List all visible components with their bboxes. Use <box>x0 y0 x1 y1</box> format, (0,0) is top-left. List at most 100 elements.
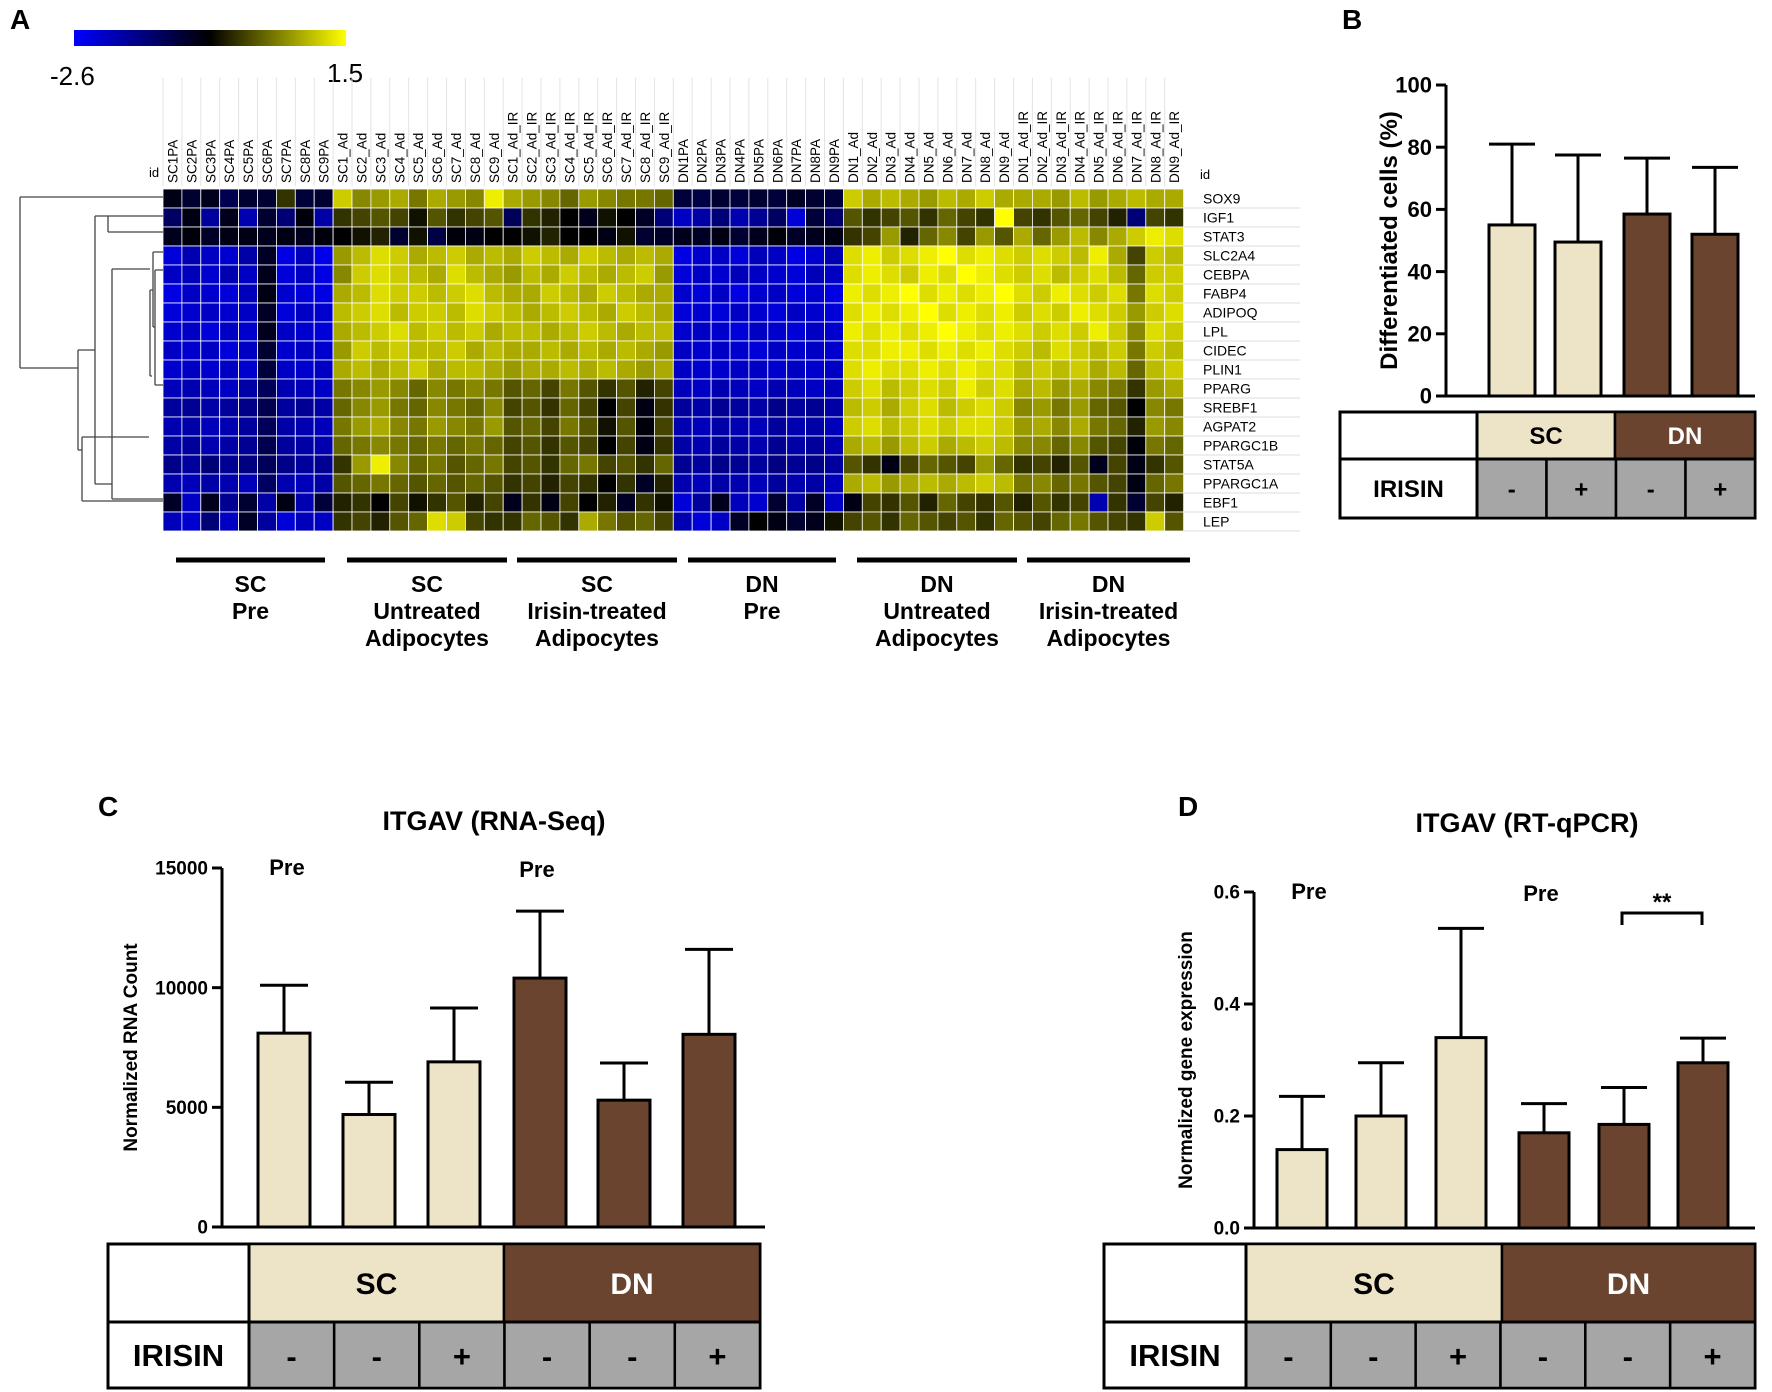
heatmap-cell-agpat2-sc8_ad <box>464 416 485 437</box>
heatmap-cell-fabp4-sc8_ad_ir <box>635 283 655 304</box>
heatmap-cell-fabp4-sc8pa <box>294 283 315 304</box>
heatmap-column-label: DN4_Ad <box>903 132 918 183</box>
heatmap-column-label: DN7_Ad <box>959 132 974 183</box>
heatmap-cell-cebpa-sc1_ad <box>332 264 353 285</box>
heatmap-cell-igf1-sc3_ad <box>370 207 391 228</box>
heatmap-cell-ppargc1a-dn5pa <box>748 473 769 494</box>
heatmap-row-label: PLIN1 <box>1203 362 1242 378</box>
heatmap-cell-lep-sc3pa <box>200 511 221 532</box>
heatmap-cell-stat5a-dn1_ad_ir <box>1013 454 1033 475</box>
heatmap-cell-ppargc1a-sc1pa <box>162 473 183 494</box>
heatmap-cell-lep-dn1pa <box>672 511 693 532</box>
heatmap-cell-lep-dn4pa <box>729 511 750 532</box>
heatmap-cell-sox9-dn5pa <box>748 188 769 209</box>
heatmap-cell-ppargc1a-sc6_ad_ir <box>597 473 618 494</box>
heatmap-cell-igf1-dn7_ad <box>956 207 977 228</box>
heatmap-cell-cebpa-dn6_ad <box>937 264 958 285</box>
heatmap-row-label: STAT3 <box>1203 229 1245 245</box>
heatmap-cell-cidec-dn2pa <box>691 340 712 361</box>
heatmap-cell-stat5a-sc6_ad <box>427 454 447 475</box>
heatmap-cell-pparg-sc3_ad <box>370 378 391 399</box>
panel-label-c: C <box>98 791 118 822</box>
heatmap-column-label: SC4_Ad_IR <box>562 111 577 183</box>
heatmap-cell-srebf1-dn6_ad <box>937 397 958 418</box>
table-irisin-sign: + <box>453 1339 471 1374</box>
table-irisin-sign: - <box>1368 1339 1378 1374</box>
heatmap-cell-lpl-dn5_ad <box>918 321 939 342</box>
heatmap-cell-slc2a4-dn8_ad_ir <box>1145 245 1166 266</box>
heatmap-cell-cebpa-sc6_ad_ir <box>597 264 618 285</box>
heatmap-cell-pparg-sc4_ad <box>389 378 410 399</box>
heatmap-cell-igf1-dn6_ad_ir <box>1107 207 1128 228</box>
heatmap-cell-adipoq-dn2pa <box>691 302 712 323</box>
heatmap-cell-sox9-sc8pa <box>294 188 315 209</box>
heatmap-column-label: DN1PA <box>676 139 691 183</box>
heatmap-column-label: DN8_Ad <box>978 132 993 183</box>
heatmap-cell-cidec-dn1pa <box>672 340 693 361</box>
heatmap-cell-ppargc1b-sc4_ad <box>389 435 410 456</box>
heatmap-column-label: DN5_Ad <box>921 132 936 183</box>
heatmap-cell-slc2a4-sc5pa <box>238 245 258 266</box>
heatmap-cell-slc2a4-sc8pa <box>294 245 315 266</box>
heatmap-cell-stat3-sc9_ad_ir <box>654 226 674 247</box>
heatmap-cell-cidec-sc5_ad <box>408 340 429 361</box>
heatmap-cell-srebf1-sc5pa <box>238 397 258 418</box>
heatmap-column-label: SC6_Ad_IR <box>600 111 615 183</box>
heatmap-cell-adipoq-dn1_ad <box>843 302 863 323</box>
heatmap-cell-lpl-sc5_ad <box>408 321 429 342</box>
heatmap-cell-sox9-sc3_ad_ir <box>540 188 561 209</box>
heatmap-cell-ebf1-dn7_ad <box>956 492 977 513</box>
heatmap-cell-ppargc1b-dn8_ad <box>975 435 996 456</box>
heatmap-cell-slc2a4-sc7_ad_ir <box>616 245 636 266</box>
heatmap-cell-lep-sc8pa <box>294 511 315 532</box>
heatmap-cell-sox9-sc1_ad_ir <box>502 188 523 209</box>
heatmap-cell-stat5a-sc6_ad_ir <box>597 454 618 475</box>
heatmap-cell-sox9-dn2pa <box>691 188 712 209</box>
heatmap-cell-plin1-dn4pa <box>729 359 750 380</box>
heatmap-row-label: AGPAT2 <box>1203 419 1256 435</box>
heatmap-cell-agpat2-sc3_ad_ir <box>540 416 561 437</box>
heatmap-cell-ppargc1a-dn4_ad <box>899 473 920 494</box>
heatmap-cell-lpl-sc1_ad_ir <box>502 321 523 342</box>
heatmap-cell-plin1-dn1_ad_ir <box>1013 359 1033 380</box>
heatmap-cell-stat5a-dn4pa <box>729 454 750 475</box>
heatmap-column-label: SC6PA <box>260 140 275 183</box>
heatmap-cell-slc2a4-dn8pa <box>805 245 825 266</box>
heatmap-cell-sox9-sc2pa <box>181 188 202 209</box>
heatmap-cell-igf1-sc7pa <box>275 207 296 228</box>
heatmap-cell-fabp4-sc1_ad <box>332 283 353 304</box>
heatmap-cell-ppargc1b-dn1pa <box>672 435 693 456</box>
heatmap-cell-pparg-dn9_ad <box>994 378 1014 399</box>
heatmap-cell-cidec-sc9_ad_ir <box>654 340 674 361</box>
heatmap-cell-srebf1-sc6_ad <box>427 397 447 418</box>
heatmap-cell-stat3-sc8pa <box>294 226 315 247</box>
heatmap-cell-lep-dn3pa <box>710 511 731 532</box>
heatmap-cell-fabp4-dn9_ad <box>994 283 1014 304</box>
heatmap-cell-ppargc1b-sc2_ad_ir <box>521 435 542 456</box>
heatmap-cell-sox9-sc9_ad_ir <box>654 188 674 209</box>
heatmap-cell-fabp4-sc6_ad <box>427 283 447 304</box>
heatmap-cell-adipoq-sc2pa <box>181 302 202 323</box>
heatmap-cell-fabp4-sc7_ad_ir <box>616 283 636 304</box>
heatmap-cell-adipoq-sc9_ad_ir <box>654 302 674 323</box>
y-tick-label: 80 <box>1408 135 1432 160</box>
heatmap-cell-lep-sc1_ad_ir <box>502 511 523 532</box>
heatmap-cell-ppargc1a-sc7_ad_ir <box>616 473 636 494</box>
heatmap-cell-cebpa-sc5_ad <box>408 264 429 285</box>
heatmap-cell-stat3-sc4_ad <box>389 226 410 247</box>
heatmap-cell-plin1-sc1_ad <box>332 359 353 380</box>
heatmap-cell-lep-sc1pa <box>162 511 183 532</box>
bar-sc-3 <box>1434 1036 1488 1230</box>
heatmap-cell-ppargc1a-sc3_ad <box>370 473 391 494</box>
heatmap-cell-ppargc1a-dn7_ad <box>956 473 977 494</box>
heatmap-cell-slc2a4-sc2_ad <box>351 245 372 266</box>
heatmap-cell-lep-dn8pa <box>805 511 825 532</box>
heatmap-cell-pparg-dn1_ad <box>843 378 863 399</box>
heatmap-cell-igf1-dn7_ad_ir <box>1126 207 1147 228</box>
pre-annotation: Pre <box>1291 879 1326 904</box>
heatmap-cell-agpat2-sc2_ad_ir <box>521 416 542 437</box>
table-irisin-sign: + <box>708 1339 726 1374</box>
heatmap-cell-adipoq-dn1pa <box>672 302 693 323</box>
heatmap-cell-plin1-sc9pa <box>313 359 334 380</box>
heatmap-cell-agpat2-sc5pa <box>238 416 258 437</box>
